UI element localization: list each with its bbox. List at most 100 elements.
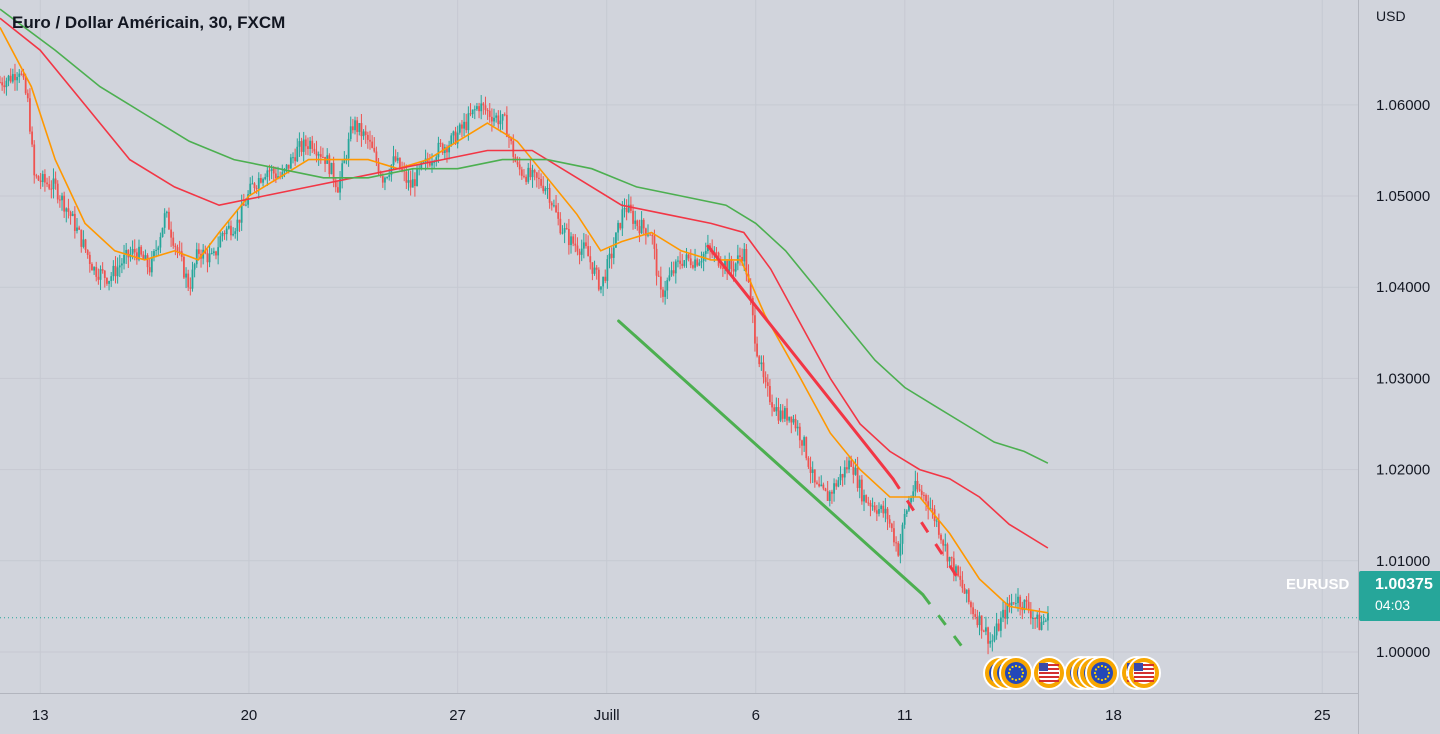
candle-body [672, 270, 675, 274]
candle-body [118, 265, 121, 268]
trendline-lower-projection[interactable] [921, 593, 969, 655]
trendline-upper[interactable] [706, 244, 895, 481]
candle-body [546, 187, 549, 189]
candle-body [360, 123, 363, 137]
candle-body [7, 75, 10, 81]
candle-body [510, 137, 513, 142]
candle-body [659, 276, 662, 290]
candle-body [557, 212, 560, 219]
candle-body [786, 408, 788, 421]
candle-body [65, 208, 68, 212]
candle-body [700, 260, 703, 263]
candle-body [582, 242, 585, 249]
candle-body [813, 469, 816, 483]
candle-body [726, 261, 729, 272]
moving-averages [0, 8, 1049, 614]
candle-body [435, 157, 438, 162]
candle-body [888, 519, 891, 524]
candle-body [1036, 614, 1039, 620]
candle-body [574, 243, 577, 246]
candle-body [319, 154, 322, 157]
trendline-lower[interactable] [617, 319, 925, 597]
x-tick-label: 25 [1314, 707, 1331, 724]
candle-body [413, 179, 416, 186]
eu-flag-icon[interactable] [999, 656, 1033, 690]
candle-body [600, 286, 602, 290]
candle-body [525, 176, 528, 182]
candle-body [878, 509, 880, 514]
eu-star [1008, 668, 1012, 671]
candle-body [518, 164, 521, 170]
candle-body [1004, 609, 1007, 619]
eu-star [1093, 671, 1097, 675]
candle-body [779, 410, 782, 421]
eu-star [1008, 675, 1012, 678]
candle-body [463, 121, 465, 129]
candle-body [274, 173, 277, 179]
candle-body [465, 121, 468, 131]
candle-body [416, 168, 418, 186]
candle-body [576, 245, 579, 252]
candle-body [822, 484, 825, 489]
candle-body [121, 263, 123, 266]
us-flag-icon[interactable] [1127, 656, 1161, 690]
candle-body [193, 264, 196, 270]
candle-body [927, 501, 930, 509]
candle-body [304, 139, 307, 147]
candle-body [1023, 599, 1026, 611]
candle-body [970, 602, 972, 608]
candle-body [80, 229, 83, 247]
candle-body [619, 222, 622, 229]
candle-body [456, 132, 459, 144]
candle-body [185, 273, 187, 278]
eu-flag-icon[interactable] [1085, 656, 1119, 690]
candle-body [869, 502, 872, 507]
candle-body [91, 264, 93, 271]
us-stripe [1039, 680, 1059, 682]
candle-body [903, 513, 906, 525]
candle-body [758, 356, 761, 365]
trendline-upper-projection[interactable] [891, 477, 963, 585]
candle-body [548, 187, 551, 203]
candle-body [443, 147, 446, 154]
candle-body [683, 260, 686, 266]
candle-body [997, 623, 1000, 631]
candle-body [461, 124, 463, 129]
candle-body [108, 281, 110, 284]
candle-body [476, 106, 478, 110]
eu-star [1014, 664, 1018, 668]
candle-body [664, 290, 667, 297]
candle-body [150, 257, 153, 273]
candle-body [1006, 603, 1009, 619]
candle-body [540, 179, 542, 186]
candle-body [617, 222, 619, 233]
candle-body [831, 491, 833, 494]
candle-body [724, 261, 726, 269]
candle-body [458, 124, 461, 133]
candle-body [411, 179, 414, 188]
candle-body [756, 343, 758, 357]
candle-body [685, 254, 688, 261]
candle-body [602, 276, 605, 287]
candle-body [125, 249, 128, 255]
candle-body [982, 630, 985, 632]
candle-body [223, 232, 226, 235]
candle-body [501, 114, 504, 121]
eu-star [1097, 665, 1100, 669]
candle-body [153, 251, 155, 258]
us-flag-icon[interactable] [1032, 656, 1066, 690]
candle-body [37, 176, 40, 181]
eu-flag-field [1005, 662, 1027, 684]
candle-body [46, 182, 48, 185]
candle-body [405, 171, 408, 183]
candle-body [777, 407, 780, 421]
candle-body [146, 255, 149, 268]
candle-body [454, 131, 457, 144]
candle-body [1014, 603, 1017, 605]
candle-body [135, 252, 138, 260]
candle-body [867, 502, 870, 504]
candle-body [337, 187, 339, 193]
candle-body [655, 248, 658, 276]
